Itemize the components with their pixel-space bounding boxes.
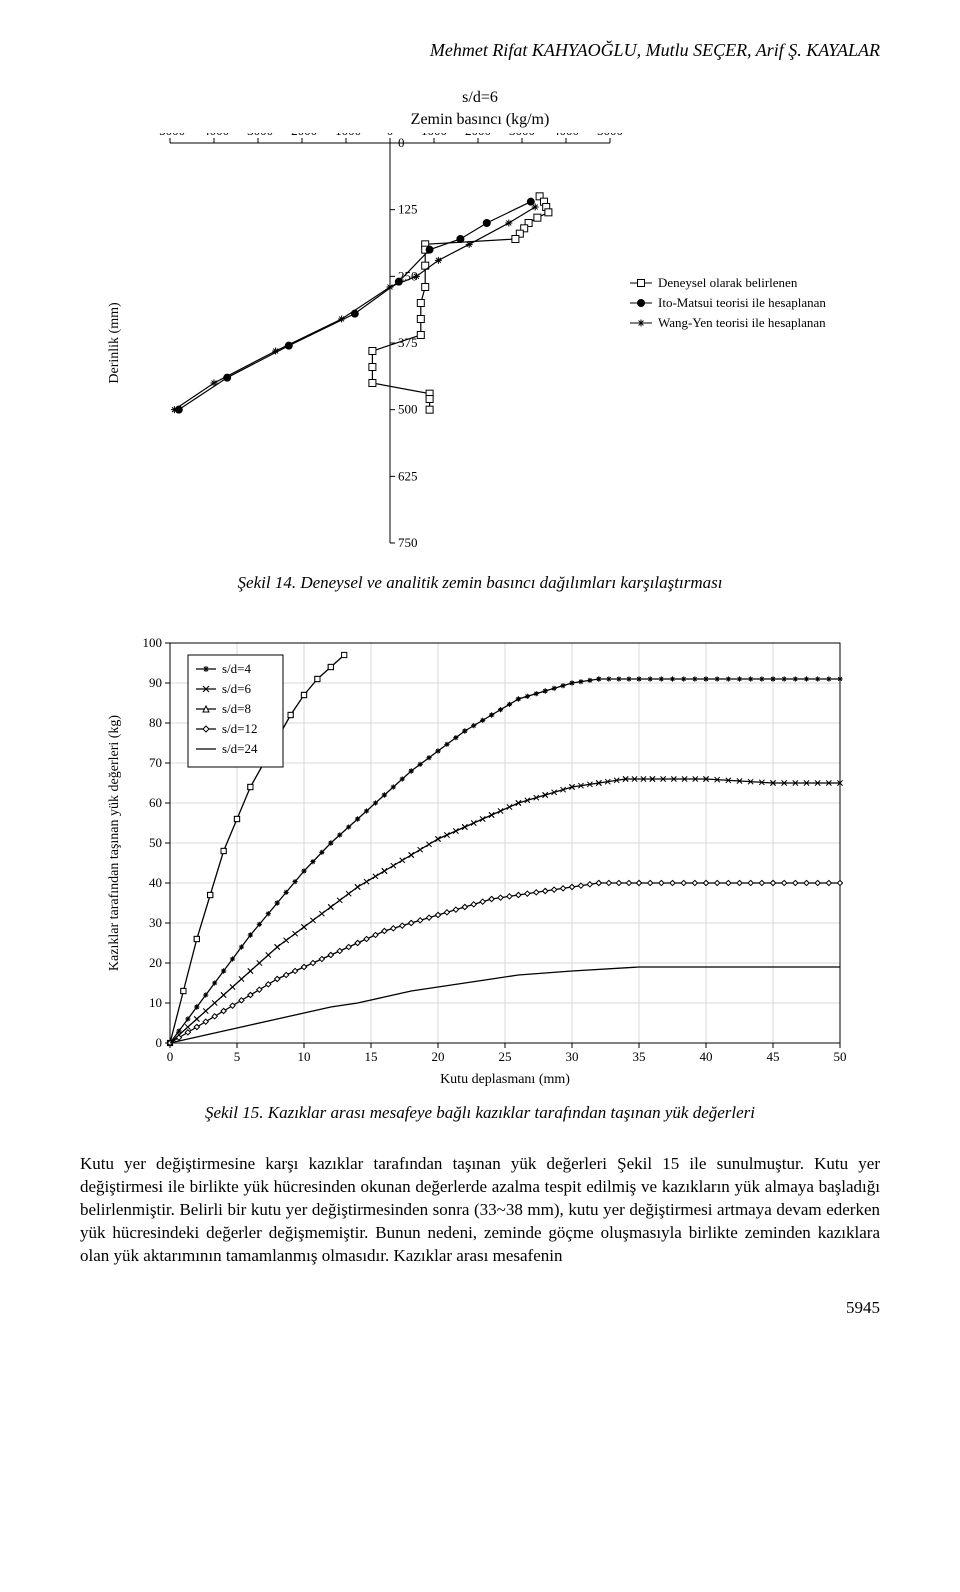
svg-text:25: 25 — [499, 1049, 512, 1064]
svg-text:10: 10 — [298, 1049, 311, 1064]
svg-text:10: 10 — [149, 995, 162, 1010]
svg-text:90: 90 — [149, 675, 162, 690]
page-number: 5945 — [80, 1298, 880, 1318]
svg-text:100: 100 — [143, 635, 163, 650]
svg-text:60: 60 — [149, 795, 162, 810]
svg-text:s/d=12: s/d=12 — [222, 721, 258, 736]
svg-text:125: 125 — [398, 202, 418, 217]
body-paragraph: Kutu yer değiştirmesine karşı kazıklar t… — [80, 1153, 880, 1268]
svg-text:20: 20 — [432, 1049, 445, 1064]
svg-text:70: 70 — [149, 755, 162, 770]
svg-text:30: 30 — [566, 1049, 579, 1064]
figure15-caption: Şekil 15. Kazıklar arası mesafeye bağlı … — [80, 1103, 880, 1123]
svg-text:500: 500 — [398, 402, 418, 417]
svg-text:30: 30 — [149, 915, 162, 930]
svg-text:-4000: -4000 — [199, 133, 229, 138]
svg-text:3000: 3000 — [509, 133, 535, 138]
svg-text:750: 750 — [398, 535, 418, 550]
svg-text:Ito-Matsui teorisi ile hesapla: Ito-Matsui teorisi ile hesaplanan — [658, 295, 826, 310]
chart1-title2: Zemin basıncı (kg/m) — [80, 111, 880, 129]
svg-text:1000: 1000 — [421, 133, 447, 138]
svg-text:50: 50 — [149, 835, 162, 850]
svg-text:45: 45 — [767, 1049, 780, 1064]
chart1-svg: -5000 -4000 -3000 -2000 -1000 0 1000 2000 3000 40… — [100, 133, 860, 563]
svg-text:-2000: -2000 — [287, 133, 317, 138]
svg-text:Derinlik (mm): Derinlik (mm) — [107, 302, 122, 384]
svg-text:20: 20 — [149, 955, 162, 970]
svg-text:35: 35 — [633, 1049, 646, 1064]
chart1-title1: s/d=6 — [80, 89, 880, 107]
svg-text:625: 625 — [398, 468, 418, 483]
svg-text:15: 15 — [365, 1049, 378, 1064]
svg-text:s/d=6: s/d=6 — [222, 681, 252, 696]
svg-text:40: 40 — [149, 875, 162, 890]
svg-text:5000: 5000 — [597, 133, 623, 138]
svg-text:-5000: -5000 — [155, 133, 185, 138]
chart1-block: s/d=6 Zemin basıncı (kg/m) -5000 -4000 -30… — [80, 89, 880, 563]
svg-text:s/d=8: s/d=8 — [222, 701, 251, 716]
svg-text:-3000: -3000 — [243, 133, 273, 138]
page-header-authors: Mehmet Rifat KAHYAOĞLU, Mutlu SEÇER, Ari… — [80, 40, 880, 61]
svg-text:0: 0 — [167, 1049, 174, 1064]
svg-text:2000: 2000 — [465, 133, 491, 138]
svg-text:-1000: -1000 — [331, 133, 361, 138]
chart2-svg: 0 5 10 15 20 25 30 35 40 45 50 0 10 20 30 40 50 60 70 80 90 1… — [100, 623, 860, 1093]
svg-text:4000: 4000 — [553, 133, 579, 138]
figure14-caption: Şekil 14. Deneysel ve analitik zemin bas… — [80, 573, 880, 593]
svg-text:0: 0 — [156, 1035, 163, 1050]
svg-text:50: 50 — [834, 1049, 847, 1064]
svg-text:s/d=4: s/d=4 — [222, 661, 252, 676]
svg-text:0: 0 — [387, 133, 394, 138]
svg-text:80: 80 — [149, 715, 162, 730]
svg-text:Kazıklar tarafından taşınan yü: Kazıklar tarafından taşınan yük değerler… — [107, 715, 122, 972]
chart2-block: 0 5 10 15 20 25 30 35 40 45 50 0 10 20 30 40 50 60 70 80 90 1… — [80, 623, 880, 1093]
svg-text:Wang-Yen teorisi ile hesaplana: Wang-Yen teorisi ile hesaplanan — [658, 315, 826, 330]
svg-text:40: 40 — [700, 1049, 713, 1064]
svg-text:5: 5 — [234, 1049, 241, 1064]
page: Mehmet Rifat KAHYAOĞLU, Mutlu SEÇER, Ari… — [0, 0, 960, 1378]
svg-text:Deneysel olarak belirlenen: Deneysel olarak belirlenen — [658, 275, 798, 290]
svg-text:s/d=24: s/d=24 — [222, 741, 258, 756]
svg-text:Kutu deplasmanı (mm): Kutu deplasmanı (mm) — [440, 1072, 570, 1087]
